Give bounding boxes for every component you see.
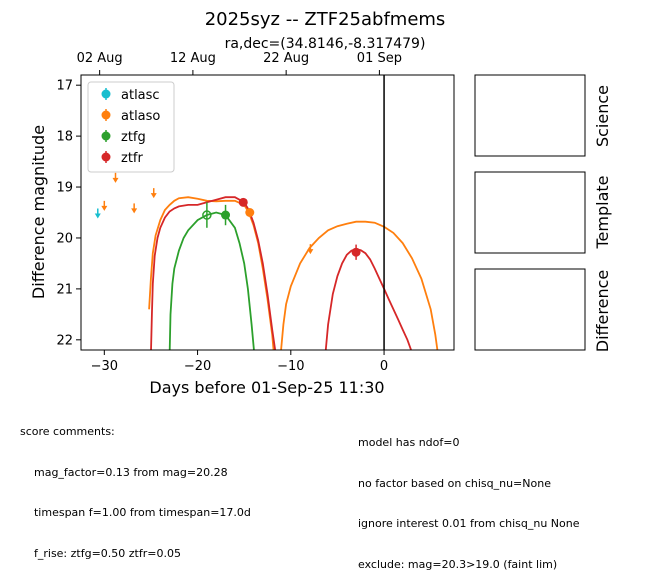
- score-comments: score comments: mag_factor=0.13 from mag…: [20, 398, 251, 574]
- comment-line: no factor based on chisq_nu=None: [358, 476, 551, 490]
- comment-line: model has ndof=0: [358, 436, 460, 449]
- model-curve: [280, 220, 439, 350]
- model-curve: [148, 196, 275, 350]
- data-point: [351, 247, 361, 257]
- upper-limit-arrow: [94, 213, 101, 219]
- science-panel: [474, 74, 586, 157]
- data-point: [245, 208, 255, 217]
- y-axis-label: Difference magnitude: [29, 125, 48, 299]
- x-tick-label: −30: [91, 359, 118, 374]
- chart-subtitle: ra,dec=(34.8146,-8.317479): [225, 36, 426, 52]
- y-tick-label: 18: [56, 130, 73, 145]
- legend-label: ztfr: [121, 151, 143, 166]
- y-tick-label: 22: [56, 333, 73, 348]
- model-curve: [150, 196, 277, 350]
- difference-label: Difference: [593, 270, 612, 352]
- model-curve: [324, 248, 413, 350]
- legend-box: [87, 81, 175, 173]
- comment-line: ignore interest 0.01 from chisq_nu None: [358, 517, 580, 530]
- legend-marker: [101, 110, 111, 120]
- legend-label: atlaso: [121, 109, 160, 124]
- upper-limit-arrow: [131, 208, 138, 214]
- x-tick-label: 0: [380, 359, 388, 374]
- y-tick-label: 21: [56, 282, 73, 297]
- lightcurve-figure: 2025syz -- ZTF25abfmems ra,dec=(34.8146,…: [29, 9, 612, 397]
- data-point: [221, 210, 231, 220]
- plot-contents: [94, 75, 439, 350]
- top-tick-label: 22 Aug: [263, 51, 309, 66]
- x-tick-label: −20: [184, 359, 211, 374]
- x-tick-label: −10: [277, 359, 304, 374]
- difference-panel: [474, 268, 586, 351]
- comment-line: mag_factor=0.13 from mag=20.28: [20, 465, 228, 479]
- y-tick-label: 20: [56, 231, 73, 246]
- top-tick-label: 02 Aug: [77, 51, 123, 66]
- legend-label: atlasc: [121, 88, 160, 103]
- chart-title: 2025syz -- ZTF25abfmems: [205, 9, 446, 30]
- legend-marker: [101, 131, 111, 141]
- comment-line: f_rise: ztfg=0.50 ztfr=0.05: [20, 546, 181, 560]
- model-curve: [168, 211, 255, 350]
- y-tick-label: 17: [56, 79, 73, 94]
- top-tick-label: 12 Aug: [170, 51, 216, 66]
- plot-area: −30 −20 −10 0 17 18 19 20 21 22 02 Aug 12 Aug 22 Aug…: [56, 51, 455, 374]
- legend-marker: [101, 152, 111, 162]
- comment-line: exclude: mag=20.3>19.0 (faint lim): [358, 557, 558, 571]
- y-tick-label: 19: [56, 181, 73, 196]
- upper-limit-arrow: [101, 205, 108, 211]
- x-axis-label: Days before 01-Sep-25 11:30: [149, 378, 384, 397]
- upper-limit-arrow: [307, 249, 314, 255]
- comment-line: timespan f=1.00 from timespan=17.0d: [20, 506, 251, 519]
- plot-frame: [80, 74, 455, 351]
- data-point: [238, 197, 248, 207]
- legend-marker: [101, 89, 111, 99]
- data-point: [202, 210, 212, 220]
- top-tick-label: 01 Sep: [357, 51, 402, 66]
- upper-limit-arrow: [112, 177, 119, 183]
- science-label: Science: [593, 85, 612, 147]
- comment-line: score comments:: [20, 425, 115, 438]
- upper-limit-arrow: [150, 193, 157, 199]
- template-label: Template: [593, 175, 612, 249]
- template-panel: [474, 171, 586, 254]
- legend-label: ztfg: [121, 130, 146, 145]
- model-comments: model has ndof=0 no factor based on chis…: [358, 409, 580, 585]
